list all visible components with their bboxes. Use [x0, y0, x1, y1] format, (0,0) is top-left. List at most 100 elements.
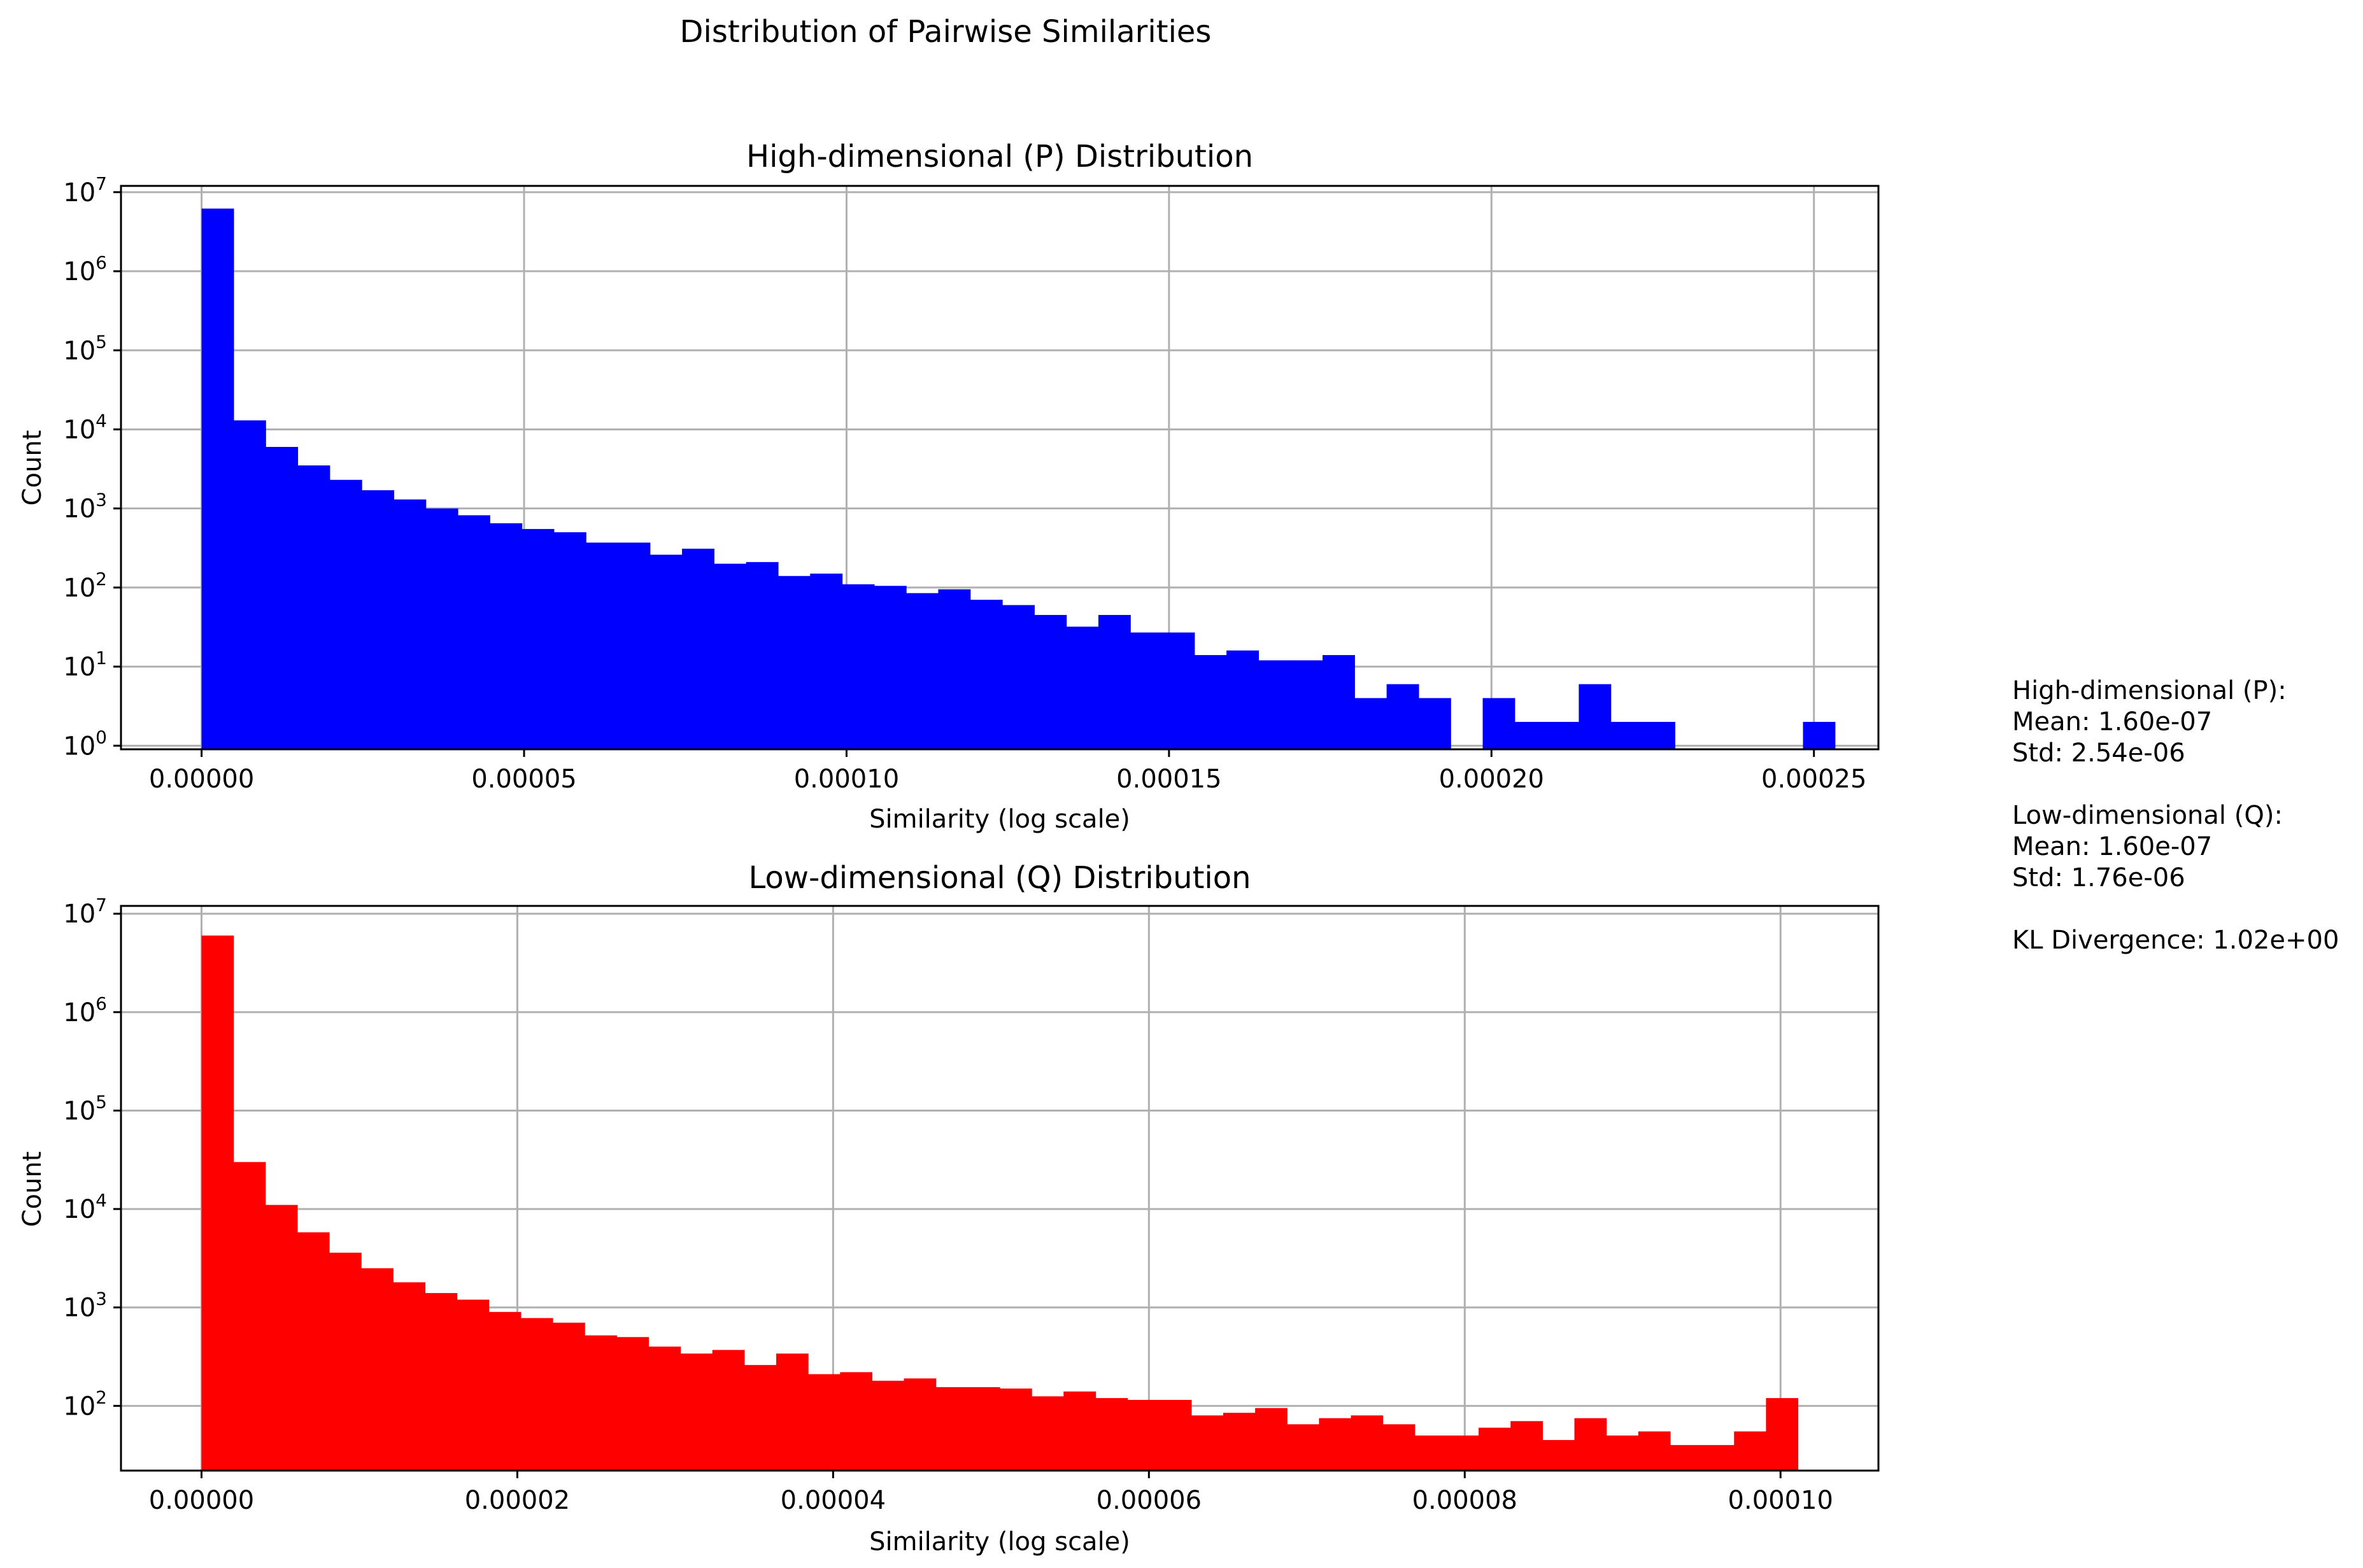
histogram-bar	[553, 532, 586, 749]
histogram-bar	[1319, 1418, 1352, 1471]
x-tick-label: 0.00002	[465, 1486, 570, 1515]
histogram-bar	[297, 1232, 330, 1471]
histogram-bar	[1000, 1388, 1032, 1471]
histogram-bar	[1670, 1444, 1703, 1471]
histogram-bar	[394, 499, 427, 749]
histogram-bar	[1226, 650, 1260, 749]
stats-line: Low-dimensional (Q):	[2012, 801, 2283, 830]
histogram-bar	[425, 508, 458, 749]
stats-line: KL Divergence: 1.02e+00	[2012, 926, 2339, 955]
histogram-bar	[1032, 1396, 1064, 1471]
stats-line: Std: 2.54e-06	[2012, 738, 2185, 768]
histogram-bar	[874, 586, 907, 749]
histogram-bars	[201, 935, 1799, 1471]
y-tick-label: 104	[63, 410, 107, 444]
histogram-bar	[265, 1204, 298, 1471]
histogram-bar	[1002, 605, 1035, 749]
y-tick-label: 104	[63, 1190, 107, 1224]
histogram-bar	[776, 1353, 809, 1471]
axes-frame	[120, 905, 1880, 1472]
x-axis-label: Similarity (log scale)	[869, 1527, 1130, 1557]
histogram-bar	[266, 447, 299, 749]
histogram-bar	[906, 593, 939, 749]
y-tick-label: 105	[63, 331, 107, 365]
x-tick-label: 0.00015	[1116, 765, 1221, 794]
histogram-bar	[1323, 654, 1355, 749]
histogram-bar	[490, 523, 523, 749]
high-dimensional-histogram: 0.00000 0.00005 0.00010 0.00015 0.00020 0.000…	[18, 139, 1880, 834]
histogram-bar	[362, 490, 394, 749]
histogram-bar	[233, 420, 266, 749]
x-tick-label: 0.00010	[794, 765, 899, 794]
histogram-bar	[553, 1322, 585, 1471]
x-tick-label: 0.00000	[149, 1486, 254, 1515]
histogram-bar	[649, 554, 683, 749]
histogram-bar	[1351, 1415, 1384, 1471]
y-tick-label: 103	[63, 490, 107, 524]
histogram-bar	[1803, 721, 1836, 749]
histogram-bar	[1579, 684, 1612, 749]
histogram-bar	[488, 1311, 522, 1471]
histogram-bars	[201, 208, 1836, 750]
histogram-bar	[1191, 1415, 1224, 1471]
x-tick-label: 0.00000	[149, 765, 254, 794]
histogram-bar	[457, 1299, 490, 1471]
histogram-bar	[682, 548, 714, 749]
histogram-bar	[777, 576, 811, 749]
histogram-bar	[1610, 721, 1643, 749]
histogram-bar	[1287, 1424, 1320, 1471]
y-tick-label: 106	[63, 252, 107, 286]
histogram-bar	[1482, 698, 1515, 749]
histogram-bar	[616, 1337, 649, 1471]
histogram-bar	[967, 1387, 1000, 1471]
histogram-bar	[904, 1378, 937, 1471]
histogram-bar	[1547, 721, 1580, 749]
histogram-bar	[425, 1293, 458, 1471]
histogram-bar	[714, 563, 747, 749]
x-tick-label: 0.00008	[1412, 1486, 1517, 1515]
histogram-bar	[457, 515, 490, 749]
histogram-bar	[938, 589, 971, 749]
histogram-bar	[1127, 1399, 1160, 1471]
histogram-bar	[1574, 1418, 1607, 1471]
y-axis-label: Count	[18, 430, 47, 506]
histogram-bar	[585, 1335, 617, 1471]
histogram-bar	[808, 1374, 841, 1471]
y-tick-label: 102	[63, 1387, 107, 1421]
histogram-bar	[1643, 721, 1675, 749]
histogram-bar	[1290, 660, 1323, 749]
histogram-bar	[329, 479, 362, 749]
histogram-bar	[233, 1162, 266, 1471]
histogram-bar	[810, 574, 843, 749]
histogram-bar	[1063, 1391, 1096, 1471]
histogram-bar	[1194, 654, 1227, 749]
x-tick-label: 0.00020	[1439, 765, 1544, 794]
histogram-bar	[1702, 1444, 1735, 1471]
histogram-bar	[1354, 698, 1387, 749]
y-tick-label: 106	[63, 993, 107, 1028]
y-axis-label: Count	[18, 1152, 47, 1227]
histogram-bar	[618, 542, 651, 749]
histogram-bar	[329, 1252, 362, 1471]
histogram-bar	[1159, 1399, 1192, 1471]
axis-ticks: 0.00000 0.00005 0.00010 0.00015 0.00020 0.000…	[63, 173, 1866, 794]
low-dimensional-histogram: 0.00000 0.00002 0.00004 0.00006 0.00008 0.000…	[18, 860, 1880, 1557]
histogram-bar	[1095, 1398, 1128, 1471]
histogram-bar	[712, 1350, 745, 1471]
histogram-bar	[1414, 1435, 1447, 1471]
y-tick-label: 101	[63, 647, 107, 682]
x-tick-label: 0.00025	[1761, 765, 1866, 794]
y-tick-label: 105	[63, 1091, 107, 1126]
y-tick-label: 107	[63, 173, 107, 208]
histogram-bar	[1066, 626, 1099, 749]
y-tick-label: 103	[63, 1289, 107, 1323]
histogram-bar	[1606, 1435, 1639, 1471]
histogram-bar	[201, 208, 234, 750]
histogram-bar	[970, 600, 1003, 749]
histogram-bar	[1766, 1398, 1799, 1471]
histogram-bar	[842, 584, 875, 749]
histogram-bar	[586, 542, 619, 749]
y-tick-label: 107	[63, 894, 107, 929]
axes-frame	[120, 185, 1880, 751]
